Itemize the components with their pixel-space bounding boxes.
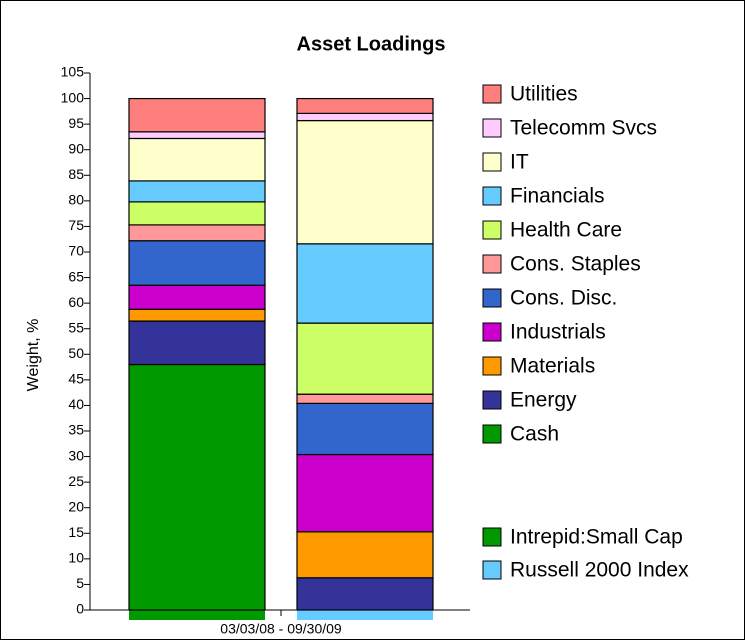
y-tick-label: 50 [68, 345, 84, 361]
y-tick-label: 40 [68, 396, 84, 412]
bar-segment [128, 180, 266, 203]
bar-segment [128, 308, 266, 322]
legend-label: Industrials [510, 321, 606, 344]
bar-segment [296, 393, 434, 404]
legend-swatch [482, 560, 502, 580]
bar-segment [296, 112, 434, 122]
chart-title: Asset Loadings [297, 33, 446, 55]
legend-label: Cons. Disc. [510, 287, 617, 310]
legend-label: Health Care [510, 219, 622, 242]
legend-label: Cash [510, 423, 559, 446]
y-tick-label: 90 [68, 140, 84, 156]
legend-swatch [482, 220, 502, 240]
bar-segment [128, 137, 266, 182]
bar-segment [296, 322, 434, 395]
y-tick-label: 100 [61, 89, 85, 105]
y-tick-label: 75 [68, 217, 84, 233]
bar-segment [128, 224, 266, 242]
bar-base [297, 610, 433, 620]
legend-swatch [482, 152, 502, 172]
x-axis-label: 03/03/08 - 09/30/09 [220, 621, 342, 637]
bar-segment [128, 363, 266, 611]
legend-label: Energy [510, 389, 577, 412]
y-tick-label: 35 [68, 422, 84, 438]
legend-label: Utilities [510, 83, 578, 106]
bar-base [129, 610, 265, 620]
legend-swatch [482, 527, 502, 547]
legend-label: Materials [510, 355, 595, 378]
legend-swatch [482, 356, 502, 376]
y-tick-label: 30 [68, 447, 84, 463]
legend-label: Telecomm Svcs [510, 117, 657, 140]
bar-segment [128, 131, 266, 140]
legend-swatch [482, 288, 502, 308]
bar-segment [128, 320, 266, 366]
bar-segment [296, 577, 434, 611]
y-tick-label: 45 [68, 371, 84, 387]
bar-segment [128, 240, 266, 286]
legend-swatch [482, 118, 502, 138]
legend-swatch [482, 424, 502, 444]
legend-swatch [482, 84, 502, 104]
y-tick-label: 5 [76, 575, 84, 591]
y-tick-label: 80 [68, 192, 84, 208]
legend-swatch [482, 390, 502, 410]
y-tick-label: 15 [68, 524, 84, 540]
y-tick-label: 25 [68, 473, 84, 489]
y-tick-label: 105 [61, 64, 85, 80]
y-tick-label: 65 [68, 268, 84, 284]
y-tick-label: 95 [68, 115, 84, 131]
y-tick-label: 20 [68, 498, 84, 514]
legend-label: Financials [510, 185, 605, 208]
legend-label: Russell 2000 Index [510, 559, 689, 582]
y-tick-label: 70 [68, 243, 84, 259]
y-tick-label: 60 [68, 294, 84, 310]
legend-label: Intrepid:Small Cap [510, 526, 683, 549]
y-tick-label: 55 [68, 319, 84, 335]
y-tick-label: 0 [76, 601, 84, 617]
legend-label: Cons. Staples [510, 253, 641, 276]
y-tick-label: 10 [68, 550, 84, 566]
legend-swatch [482, 322, 502, 342]
bar-segment [296, 119, 434, 245]
y-axis-label: Weight, % [25, 319, 42, 392]
legend-swatch [482, 254, 502, 274]
bar-segment [296, 453, 434, 533]
bar-segment [128, 97, 266, 133]
bar-segment [296, 531, 434, 579]
bar-segment [296, 402, 434, 456]
y-tick-label: 85 [68, 166, 84, 182]
bar-segment [128, 201, 266, 226]
bar-segment [296, 97, 434, 115]
bar-segment [128, 284, 266, 310]
legend-swatch [482, 186, 502, 206]
bar-segment [296, 243, 434, 324]
legend-label: IT [510, 151, 529, 174]
